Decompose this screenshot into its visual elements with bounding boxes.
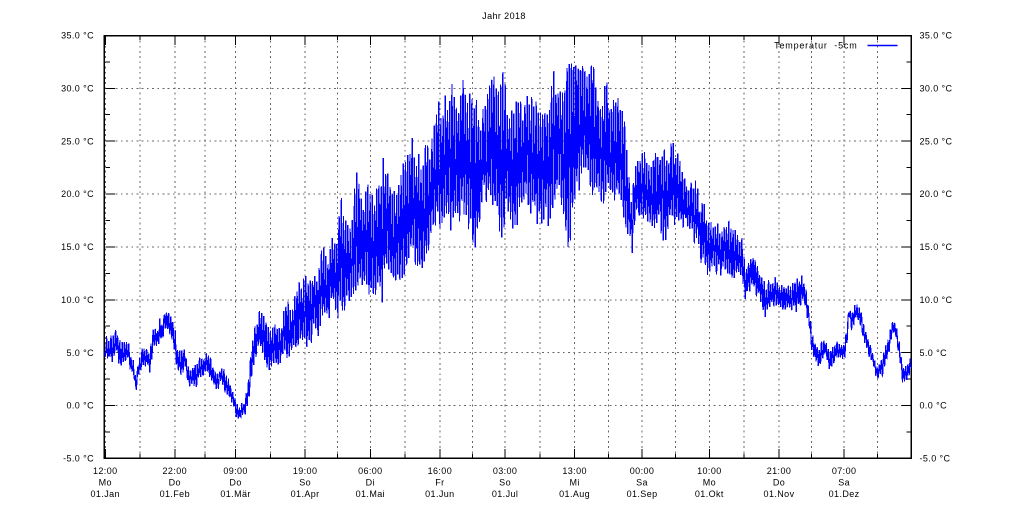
svg-text:So: So xyxy=(499,478,511,488)
svg-text:Do: Do xyxy=(169,478,181,488)
svg-text:30.0 °C: 30.0 °C xyxy=(61,83,94,93)
svg-text:35.0 °C: 35.0 °C xyxy=(920,31,953,41)
svg-text:35.0 °C: 35.0 °C xyxy=(61,31,94,41)
svg-text:10.0 °C: 10.0 °C xyxy=(61,295,94,305)
svg-text:01.Dez: 01.Dez xyxy=(829,489,860,499)
svg-text:20.0 °C: 20.0 °C xyxy=(61,189,94,199)
svg-text:15.0 °C: 15.0 °C xyxy=(920,242,953,252)
svg-text:Mi: Mi xyxy=(569,478,579,488)
svg-text:-5.0 °C: -5.0 °C xyxy=(920,454,951,464)
svg-text:01.Sep: 01.Sep xyxy=(627,489,658,499)
svg-text:12:00: 12:00 xyxy=(93,466,118,476)
svg-text:25.0 °C: 25.0 °C xyxy=(61,136,94,146)
svg-text:01.Nov: 01.Nov xyxy=(764,489,795,499)
svg-text:01.Apr: 01.Apr xyxy=(291,489,320,499)
svg-text:19:00: 19:00 xyxy=(293,466,318,476)
svg-text:01.Okt: 01.Okt xyxy=(695,489,724,499)
svg-text:00:00: 00:00 xyxy=(630,466,655,476)
svg-text:5.0 °C: 5.0 °C xyxy=(920,348,948,358)
svg-text:Do: Do xyxy=(229,478,241,488)
svg-text:Temperatur -5cm: Temperatur -5cm xyxy=(774,41,857,51)
svg-text:Mo: Mo xyxy=(703,478,716,488)
svg-text:22:00: 22:00 xyxy=(163,466,188,476)
svg-text:Sa: Sa xyxy=(636,478,648,488)
svg-text:Fr: Fr xyxy=(435,478,444,488)
svg-text:01.Mai: 01.Mai xyxy=(356,489,385,499)
svg-text:0.0 °C: 0.0 °C xyxy=(66,401,94,411)
svg-text:-5.0 °C: -5.0 °C xyxy=(63,454,94,464)
svg-text:10:00: 10:00 xyxy=(697,466,722,476)
svg-text:Sa: Sa xyxy=(838,478,850,488)
svg-text:16:00: 16:00 xyxy=(428,466,453,476)
svg-text:10.0 °C: 10.0 °C xyxy=(920,295,953,305)
svg-text:Jahr 2018: Jahr 2018 xyxy=(482,11,526,21)
svg-text:01.Jul: 01.Jul xyxy=(492,489,518,499)
svg-text:30.0 °C: 30.0 °C xyxy=(920,83,953,93)
svg-text:Do: Do xyxy=(773,478,785,488)
svg-text:Di: Di xyxy=(366,478,375,488)
svg-text:13:00: 13:00 xyxy=(562,466,587,476)
svg-text:01.Feb: 01.Feb xyxy=(160,489,190,499)
svg-text:15.0 °C: 15.0 °C xyxy=(61,242,94,252)
svg-text:0.0 °C: 0.0 °C xyxy=(920,401,948,411)
svg-text:01.Jan: 01.Jan xyxy=(91,489,120,499)
svg-text:25.0 °C: 25.0 °C xyxy=(920,136,953,146)
svg-text:20.0 °C: 20.0 °C xyxy=(920,189,953,199)
svg-text:Mo: Mo xyxy=(99,478,112,488)
svg-text:So: So xyxy=(299,478,311,488)
svg-text:01.Aug: 01.Aug xyxy=(559,489,590,499)
svg-text:09:00: 09:00 xyxy=(223,466,248,476)
svg-text:03:00: 03:00 xyxy=(493,466,518,476)
svg-text:01.Jun: 01.Jun xyxy=(425,489,454,499)
svg-text:21:00: 21:00 xyxy=(767,466,792,476)
svg-text:07:00: 07:00 xyxy=(832,466,857,476)
svg-text:01.Mär: 01.Mär xyxy=(220,489,250,499)
svg-text:5.0 °C: 5.0 °C xyxy=(66,348,94,358)
svg-text:06:00: 06:00 xyxy=(358,466,383,476)
